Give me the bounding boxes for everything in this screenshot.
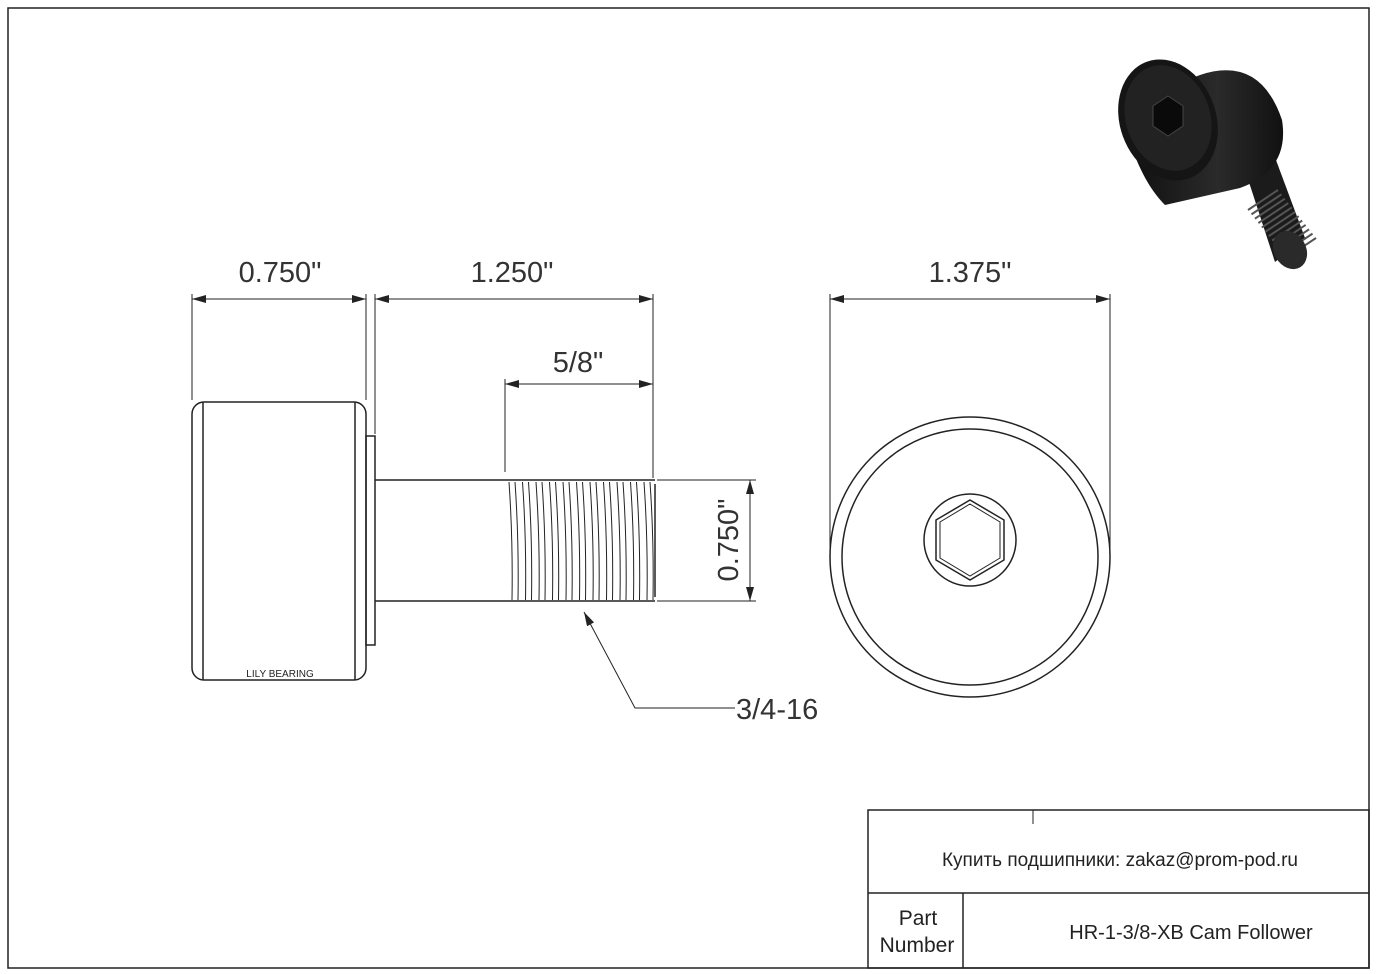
thread	[508, 481, 654, 601]
roller	[191, 401, 367, 681]
part-number: HR-1-3/8-XB Cam Follower	[1069, 922, 1313, 944]
part-label-2: Number	[880, 934, 955, 957]
cam-follower-render	[1118, 59, 1317, 270]
title-block: Купить подшипники: zakaz@prom-pod.ru Par…	[867, 809, 1370, 969]
end-view: 1.375"	[829, 257, 1111, 698]
hex-socket-icon	[923, 493, 1017, 587]
contact-text: Купить подшипники: zakaz@prom-pod.ru	[942, 850, 1298, 871]
dim-stud-diameter: 0.750"	[713, 499, 745, 582]
drawing-border	[7, 7, 1370, 969]
part-label: Part	[899, 907, 938, 930]
dim-roller-diameter: 1.375"	[929, 257, 1012, 289]
thread-callout: 3/4-16	[736, 694, 818, 726]
dim-roller-width: 0.750"	[239, 257, 322, 289]
brand-mark: LILY BEARING	[246, 669, 314, 680]
dim-thread-length: 5/8"	[553, 347, 604, 379]
side-view: LILY BEARING 0.750" 1.250" 5/8" 0.750" 3…	[191, 257, 818, 726]
dim-stud-length: 1.250"	[471, 257, 554, 289]
flange	[365, 435, 376, 646]
